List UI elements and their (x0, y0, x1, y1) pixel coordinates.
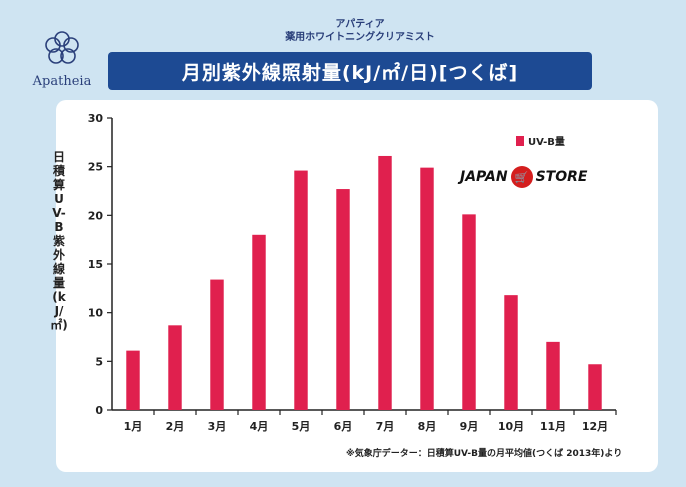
y-tick-label: 0 (95, 404, 103, 417)
x-tick-label: 5月 (292, 420, 311, 433)
y-tick-label: 25 (88, 161, 103, 174)
watermark: JAPAN 🛒 STORE (460, 166, 587, 188)
bar (420, 167, 434, 410)
x-tick-label: 3月 (208, 420, 227, 433)
footnote: ※気象庁データー：日積算UV-B量の月平均値(つくば 2013年)より (346, 449, 623, 459)
product-subtitle-line1: アパティア (335, 19, 385, 30)
brand: Apatheia (22, 28, 102, 89)
bar (294, 170, 308, 410)
bar (252, 234, 266, 410)
watermark-left: JAPAN (460, 169, 508, 185)
chart-title: 月別紫外線照射量(kJ/㎡/日)[つくば] (108, 52, 592, 90)
brand-logo-icon (45, 31, 79, 64)
y-tick-label: 20 (88, 209, 104, 222)
x-tick-label: 9月 (460, 420, 479, 433)
brand-name: Apatheia (32, 74, 92, 89)
y-tick-label: 30 (88, 112, 104, 125)
x-tick-label: 10月 (498, 420, 524, 433)
bar (546, 341, 560, 410)
product-subtitle-line2: 薬用ホワイトニングクリアミスト (285, 32, 435, 43)
y-tick-label: 10 (88, 307, 104, 320)
bar (210, 279, 224, 410)
bar (462, 214, 476, 410)
y-axis-label: 日積算UV-B紫外線量(kJ/㎡) (50, 150, 68, 332)
bar (378, 155, 392, 410)
y-tick-label: 5 (95, 355, 103, 368)
x-tick-label: 2月 (166, 420, 185, 433)
bar (588, 364, 602, 410)
legend-swatch (516, 135, 524, 146)
y-tick-label: 15 (88, 258, 103, 271)
x-tick-label: 4月 (250, 420, 269, 433)
x-tick-label: 8月 (418, 420, 437, 433)
bar (126, 350, 140, 410)
x-tick-label: 1月 (124, 420, 143, 433)
x-tick-label: 6月 (334, 420, 353, 433)
legend: UV-B量 (516, 133, 565, 148)
watermark-right: STORE (535, 169, 588, 185)
bar (504, 295, 518, 410)
cart-icon: 🛒 (510, 166, 533, 188)
x-tick-label: 12月 (582, 420, 608, 433)
product-subtitle: アパティア 薬用ホワイトニングクリアミスト (230, 18, 490, 44)
x-tick-label: 7月 (376, 420, 395, 433)
legend-label: UV-B量 (528, 137, 565, 148)
bar (168, 325, 182, 410)
bar (336, 189, 350, 410)
x-tick-label: 11月 (540, 420, 566, 433)
